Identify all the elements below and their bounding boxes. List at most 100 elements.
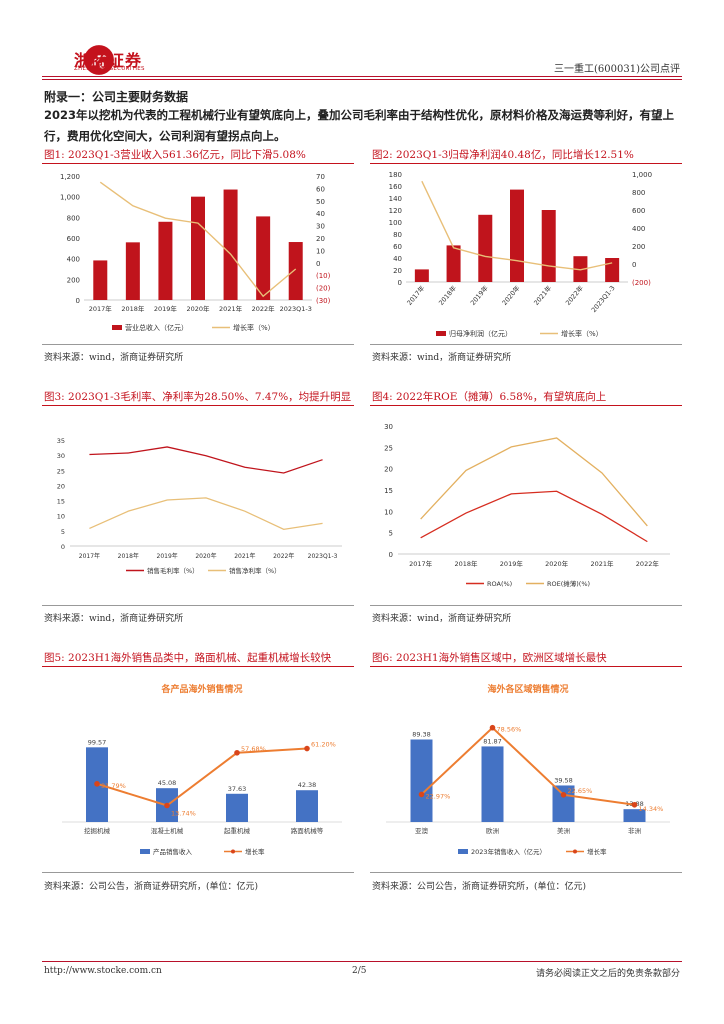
footer-disclaimer: 请务必阅读正文之后的免责条款部分 <box>535 969 680 979</box>
y-tick-label: 20 <box>384 466 393 474</box>
right-tick-label: 40 <box>316 210 325 218</box>
growth-point <box>418 791 425 798</box>
y-tick-label: 30 <box>384 423 393 431</box>
x-tick-label: 2019年 <box>468 283 490 307</box>
bar <box>93 260 108 300</box>
summary-paragraph: 2023年以挖机为代表的工程机械行业有望筑底向上，叠加公司毛利率由于结构性优化，… <box>44 108 675 143</box>
x-tick-label: 2020年 <box>186 304 210 313</box>
doc-label: 三一重工(600031)公司点评 <box>554 64 680 75</box>
y-tick-label: 15 <box>384 487 393 495</box>
fig6-title: 图6: 2023H1海外销售区域中，欧洲区域增长最快 <box>372 652 607 664</box>
bar-value-label: 39.58 <box>554 776 573 784</box>
left-tick-label: 400 <box>67 256 80 264</box>
legend-label: 增长率 <box>245 847 265 856</box>
legend-swatch-bar <box>140 849 150 854</box>
right-tick-label: 1,000 <box>632 171 652 179</box>
x-tick-label: 美洲 <box>557 826 570 835</box>
fig3-title: 图3: 2023Q1-3毛利率、净利率为28.50%、7.47%，均提升明显 <box>44 391 352 403</box>
legend-label: 增长率（%） <box>233 323 275 332</box>
growth-value-label: 57.68% <box>241 745 266 753</box>
bar <box>446 245 461 282</box>
y-tick-label: 20 <box>57 482 65 490</box>
left-tick-label: 100 <box>389 219 402 227</box>
fig6-source-rule <box>370 872 682 873</box>
growth-point <box>234 749 240 756</box>
x-tick-label: 2020年 <box>500 283 522 307</box>
fig3-source: 资料来源：wind，浙商证券研究所 <box>44 614 184 624</box>
y-tick-label: 0 <box>61 543 65 551</box>
growth-line <box>421 180 613 271</box>
x-tick-label: 2019年 <box>157 552 178 560</box>
right-tick-label: (20) <box>316 285 331 293</box>
growth-point <box>164 802 170 809</box>
legend-swatch-point <box>573 849 577 854</box>
growth-line <box>99 181 297 298</box>
growth-line <box>96 747 308 807</box>
growth-line <box>420 726 635 806</box>
bar-value-label: 81.87 <box>483 737 502 745</box>
right-tick-label: 0 <box>316 260 320 268</box>
growth-point <box>304 745 310 752</box>
left-tick-label: 200 <box>67 276 80 284</box>
appendix-title: 附录一：公司主要财务数据 <box>44 90 189 104</box>
left-tick-label: 60 <box>393 243 402 251</box>
x-tick-label: 2021年 <box>532 283 554 307</box>
fig3-source-rule <box>42 605 354 606</box>
x-tick-label: 2018年 <box>121 304 145 313</box>
x-tick-label: 2021年 <box>234 552 255 560</box>
bar <box>510 189 524 282</box>
legend-swatch-bar <box>112 325 122 330</box>
fig4-rule <box>370 405 682 406</box>
x-tick-label: 2021年 <box>219 304 243 313</box>
fig3-chart: 0 5 10 15 20 25 30 35 2017年 2018年 2019年 2020年 2021年 2… <box>57 437 342 575</box>
fig4-chart: 0 5 10 15 20 25 30 2017年 2018年 2019年 2020年 2021年 202… <box>384 423 670 588</box>
fig5-source: 资料来源：公司公告，浙商证券研究所，(单位：亿元) <box>44 882 259 892</box>
left-tick-label: 180 <box>389 171 402 179</box>
header-divider <box>42 76 682 77</box>
right-tick-label: 20 <box>316 235 325 243</box>
growth-value-label: 14.34% <box>639 805 664 813</box>
company-logo <box>84 45 114 75</box>
legend-label: 增长率 <box>587 847 607 856</box>
growth-point <box>94 781 100 787</box>
x-tick-label: 2019年 <box>154 304 178 313</box>
y-tick-label: 10 <box>57 513 65 521</box>
right-tick-label: 200 <box>632 243 645 251</box>
chart-title: 海外各区域销售情况 <box>487 683 568 695</box>
x-tick-label: 2017年 <box>409 559 433 568</box>
series-line <box>89 497 323 531</box>
right-tick-label: (10) <box>316 272 331 280</box>
legend-label: ROA(%) <box>487 580 512 588</box>
bar-value-label: 45.08 <box>158 779 177 787</box>
legend-swatch-bar <box>436 331 446 336</box>
series-line <box>420 490 648 543</box>
right-tick-label: (200) <box>632 279 651 287</box>
growth-point <box>631 801 638 808</box>
fig4-title: 图4: 2022年ROE（摊薄）6.58%，有望筑底向上 <box>372 391 607 403</box>
legend-swatch-point <box>231 849 235 854</box>
bar-value-label: 37.63 <box>228 785 247 793</box>
x-tick-label: 起重机械 <box>224 826 251 835</box>
bar <box>288 242 303 300</box>
x-tick-label: 亚澳 <box>415 826 429 835</box>
footer-url[interactable]: http://www.stocke.com.cn <box>44 966 162 976</box>
x-tick-label: 2023Q1-3 <box>590 284 617 314</box>
fig2-chart: 0 20 40 60 80 100 120 140 160 180 (200) 0 200 400 600 8… <box>389 171 652 338</box>
legend-label: 销售毛利率（%） <box>147 566 199 575</box>
left-tick-label: 0 <box>398 279 402 287</box>
fig6-rule <box>370 666 682 667</box>
chart-title: 各产品海外销售情况 <box>160 683 242 695</box>
y-tick-label: 10 <box>384 508 393 516</box>
x-tick-label: 2018年 <box>436 283 458 307</box>
bar <box>605 258 620 282</box>
right-tick-label: 60 <box>316 185 325 193</box>
y-tick-label: 5 <box>61 528 65 536</box>
y-tick-label: 15 <box>57 498 65 506</box>
legend-swatch-bar <box>458 849 468 854</box>
x-tick-label: 2022年 <box>273 552 294 560</box>
legend-label: 2023年销售收入（亿元） <box>471 847 546 856</box>
left-tick-label: 600 <box>67 235 80 243</box>
y-tick-label: 5 <box>389 530 393 538</box>
fig5-title: 图5: 2023H1海外销售品类中，路面机械、起重机械增长较快 <box>44 652 332 664</box>
growth-value-label: 61.20% <box>311 741 336 749</box>
